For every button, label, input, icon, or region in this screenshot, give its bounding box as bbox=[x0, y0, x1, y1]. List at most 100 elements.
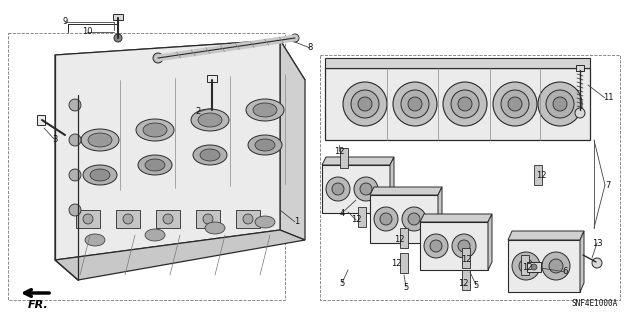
Ellipse shape bbox=[193, 145, 227, 165]
Circle shape bbox=[393, 82, 437, 126]
Polygon shape bbox=[280, 40, 305, 240]
Circle shape bbox=[549, 259, 563, 273]
Bar bbox=[527, 262, 541, 272]
Text: 7: 7 bbox=[605, 181, 611, 189]
Circle shape bbox=[243, 214, 253, 224]
Circle shape bbox=[114, 34, 122, 42]
Ellipse shape bbox=[253, 103, 277, 117]
Circle shape bbox=[501, 90, 529, 118]
Circle shape bbox=[508, 97, 522, 111]
Text: 12: 12 bbox=[536, 172, 547, 181]
Bar bbox=[420, 222, 488, 270]
Text: FR.: FR. bbox=[28, 300, 49, 310]
Ellipse shape bbox=[145, 159, 165, 171]
Bar bbox=[322, 165, 390, 213]
Text: 12: 12 bbox=[461, 256, 471, 264]
Circle shape bbox=[531, 264, 537, 270]
Bar bbox=[534, 165, 542, 185]
Circle shape bbox=[553, 97, 567, 111]
Circle shape bbox=[351, 90, 379, 118]
Circle shape bbox=[424, 234, 448, 258]
Ellipse shape bbox=[255, 139, 275, 151]
Circle shape bbox=[360, 183, 372, 195]
Circle shape bbox=[291, 34, 299, 42]
Ellipse shape bbox=[138, 155, 172, 175]
Bar bbox=[340, 148, 348, 168]
Polygon shape bbox=[508, 231, 584, 240]
Text: 12: 12 bbox=[458, 279, 468, 288]
Text: 12: 12 bbox=[351, 216, 361, 225]
Text: 13: 13 bbox=[592, 239, 602, 248]
Circle shape bbox=[358, 97, 372, 111]
Circle shape bbox=[83, 214, 93, 224]
Ellipse shape bbox=[85, 234, 105, 246]
Ellipse shape bbox=[246, 99, 284, 121]
Circle shape bbox=[452, 234, 476, 258]
Circle shape bbox=[401, 90, 429, 118]
Text: 9: 9 bbox=[62, 18, 68, 26]
Text: 12: 12 bbox=[394, 235, 404, 244]
Text: 11: 11 bbox=[603, 93, 613, 102]
Ellipse shape bbox=[136, 119, 174, 141]
Bar bbox=[236, 210, 260, 228]
Bar bbox=[113, 14, 123, 20]
Circle shape bbox=[69, 99, 81, 111]
Bar bbox=[462, 270, 470, 290]
Text: 6: 6 bbox=[563, 268, 568, 277]
Ellipse shape bbox=[88, 133, 112, 147]
Text: 3: 3 bbox=[52, 136, 58, 145]
Circle shape bbox=[542, 252, 570, 280]
Circle shape bbox=[343, 82, 387, 126]
Polygon shape bbox=[580, 231, 584, 292]
Circle shape bbox=[326, 177, 350, 201]
Circle shape bbox=[458, 240, 470, 252]
Polygon shape bbox=[420, 214, 492, 222]
Ellipse shape bbox=[198, 113, 222, 127]
Bar bbox=[156, 210, 180, 228]
Circle shape bbox=[458, 97, 472, 111]
Circle shape bbox=[354, 177, 378, 201]
Bar bbox=[37, 115, 45, 125]
Circle shape bbox=[408, 97, 422, 111]
Ellipse shape bbox=[205, 222, 225, 234]
Circle shape bbox=[512, 252, 540, 280]
Bar bbox=[521, 255, 529, 275]
Bar bbox=[207, 75, 217, 82]
Circle shape bbox=[575, 108, 585, 118]
Bar bbox=[116, 210, 140, 228]
Circle shape bbox=[493, 82, 537, 126]
Bar bbox=[400, 228, 408, 248]
Text: 8: 8 bbox=[307, 43, 313, 53]
Circle shape bbox=[69, 134, 81, 146]
Text: 1: 1 bbox=[294, 218, 300, 226]
Bar bbox=[196, 210, 220, 228]
Text: 10: 10 bbox=[82, 27, 92, 36]
Polygon shape bbox=[322, 157, 394, 165]
Circle shape bbox=[123, 214, 133, 224]
Bar bbox=[508, 240, 580, 292]
Circle shape bbox=[69, 204, 81, 216]
Polygon shape bbox=[370, 187, 442, 195]
Polygon shape bbox=[55, 40, 305, 95]
Ellipse shape bbox=[90, 169, 110, 181]
Circle shape bbox=[408, 213, 420, 225]
Polygon shape bbox=[55, 40, 280, 260]
Text: 5: 5 bbox=[474, 280, 479, 290]
Polygon shape bbox=[55, 230, 305, 280]
Circle shape bbox=[430, 240, 442, 252]
Polygon shape bbox=[390, 157, 394, 213]
Text: 5: 5 bbox=[403, 283, 408, 292]
Circle shape bbox=[592, 258, 602, 268]
Text: 12: 12 bbox=[333, 146, 344, 155]
Circle shape bbox=[332, 183, 344, 195]
Circle shape bbox=[163, 214, 173, 224]
Bar bbox=[370, 195, 438, 243]
Bar bbox=[76, 210, 100, 228]
Circle shape bbox=[203, 214, 213, 224]
Ellipse shape bbox=[248, 135, 282, 155]
Ellipse shape bbox=[83, 165, 117, 185]
Circle shape bbox=[402, 207, 426, 231]
Circle shape bbox=[546, 90, 574, 118]
Polygon shape bbox=[325, 58, 590, 68]
Polygon shape bbox=[325, 68, 590, 140]
